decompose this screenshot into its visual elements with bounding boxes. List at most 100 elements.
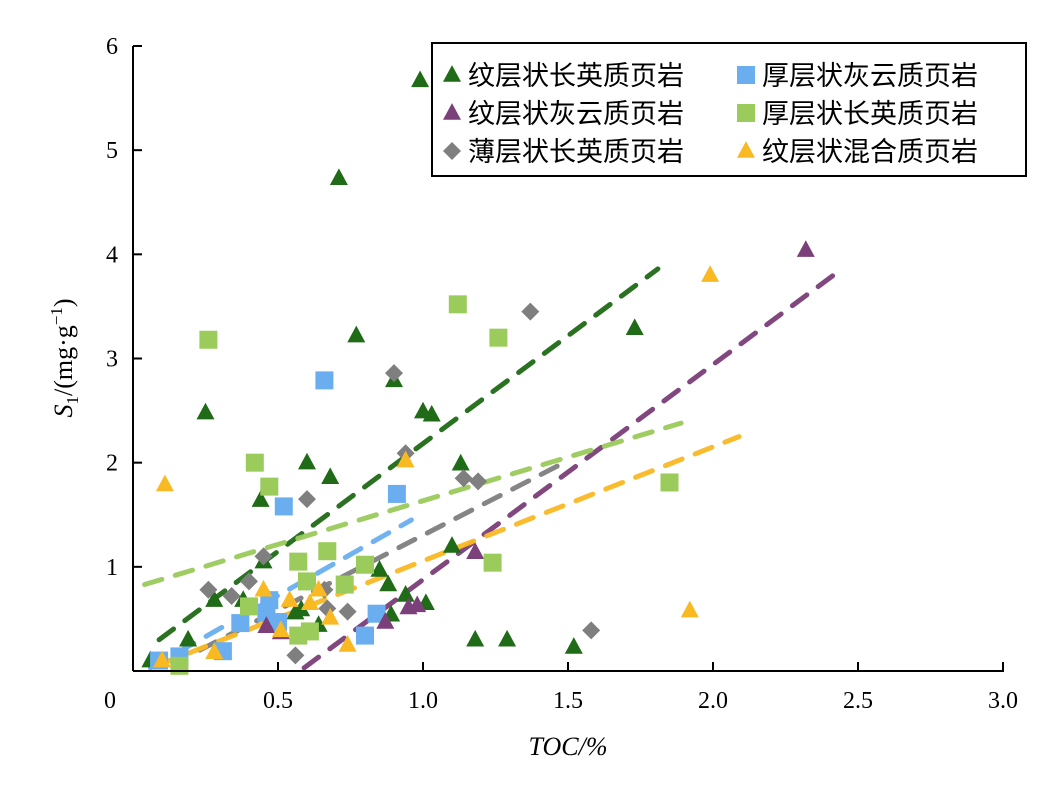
data-point-5 (338, 635, 357, 652)
data-point-4 (286, 646, 305, 665)
legend-label-2: 纹层状灰云质页岩 (468, 99, 684, 129)
data-point-0 (196, 402, 215, 420)
trend-line-3 (142, 420, 684, 588)
data-point-4 (385, 364, 403, 383)
data-point-3 (199, 330, 218, 349)
data-points (141, 70, 815, 675)
data-point-2 (796, 240, 815, 257)
x-tick-label: 0 (104, 688, 116, 714)
data-point-0 (466, 629, 485, 647)
data-point-5 (280, 590, 299, 607)
data-point-5 (680, 600, 699, 618)
data-point-5 (254, 579, 273, 597)
data-point-4 (454, 469, 473, 488)
y-axis-label: S1/(mg·g−1) (47, 298, 82, 417)
data-point-0 (347, 325, 366, 343)
data-point-4 (338, 602, 357, 621)
data-point-0 (422, 404, 441, 422)
legend-marker-2 (443, 103, 461, 120)
data-point-2 (376, 612, 395, 629)
data-point-5 (155, 474, 174, 492)
y-tick-label: 6 (106, 34, 118, 60)
data-point-3 (335, 575, 354, 594)
legend-marker-4 (443, 142, 461, 160)
legend-label-0: 纹层状长英质页岩 (468, 61, 684, 91)
data-point-5 (309, 579, 328, 597)
data-point-3 (170, 656, 189, 675)
data-point-4 (582, 621, 601, 640)
trend-line-5 (156, 434, 742, 668)
legend-label-1: 厚层状灰云质页岩 (762, 61, 978, 91)
x-axis-label: TOC/% (529, 732, 608, 761)
data-point-1 (367, 604, 386, 623)
data-point-3 (483, 553, 502, 572)
x-tick-label: 2.5 (843, 688, 873, 714)
data-point-1 (315, 371, 334, 390)
data-point-4 (240, 572, 258, 591)
data-point-5 (271, 620, 290, 638)
data-point-5 (396, 450, 415, 468)
data-point-0 (251, 490, 270, 507)
data-point-0 (451, 453, 470, 471)
legend-label-5: 纹层状混合质页岩 (762, 137, 978, 167)
y-tick-label: 2 (106, 451, 118, 477)
data-point-0 (379, 574, 398, 592)
data-point-0 (411, 70, 430, 88)
data-point-3 (289, 552, 308, 571)
legend-label-3: 厚层状长英质页岩 (762, 99, 978, 129)
trend-line-0 (156, 266, 661, 643)
y-tick-label: 4 (106, 242, 118, 268)
data-point-0 (321, 467, 340, 484)
data-point-0 (205, 590, 224, 607)
data-point-3 (300, 622, 319, 641)
data-point-0 (498, 629, 517, 647)
trend-line-2 (301, 269, 841, 671)
y-tick-label: 5 (106, 138, 118, 164)
data-point-1 (387, 484, 406, 503)
legend-label-4: 薄层状长英质页岩 (468, 137, 684, 167)
data-point-4 (298, 490, 316, 509)
data-point-5 (300, 593, 319, 611)
data-point-2 (466, 542, 485, 559)
legend-marker-1 (737, 66, 755, 84)
data-point-0 (564, 637, 583, 654)
data-point-0 (298, 452, 316, 470)
legend-box (431, 42, 1027, 177)
data-point-1 (356, 626, 374, 645)
data-point-3 (240, 597, 258, 616)
x-tick-label: 0.5 (263, 688, 293, 714)
data-point-3 (660, 473, 679, 492)
data-point-0 (625, 318, 644, 336)
y-tick-label: 1 (106, 555, 118, 581)
data-point-4 (199, 580, 218, 599)
data-point-3 (356, 555, 374, 574)
data-point-0 (370, 560, 389, 577)
data-point-4 (521, 302, 540, 321)
x-tick-label: 1.0 (408, 688, 438, 714)
data-point-1 (231, 614, 250, 633)
data-point-5 (321, 607, 340, 625)
axis-ticks: 0 0.5 1.0 1.5 2.0 2.5 3.0 1 2 3 4 5 6 (104, 34, 1018, 714)
legend-marker-0 (443, 65, 461, 82)
data-point-3 (489, 328, 508, 347)
data-point-3 (245, 453, 264, 472)
y-tick-label: 3 (106, 347, 118, 373)
data-point-1 (274, 497, 293, 516)
data-point-3 (298, 572, 316, 591)
data-point-3 (448, 295, 467, 314)
data-point-0 (443, 536, 461, 553)
data-point-0 (179, 629, 198, 647)
data-point-4 (222, 587, 241, 605)
data-point-3 (318, 542, 337, 561)
legend-marker-5 (737, 141, 755, 158)
data-point-5 (205, 642, 224, 659)
data-point-0 (396, 585, 415, 602)
x-tick-label: 3.0 (988, 688, 1018, 714)
x-tick-label: 1.5 (553, 688, 583, 714)
data-point-5 (153, 650, 171, 668)
data-point-2 (257, 616, 276, 633)
data-point-4 (254, 547, 273, 566)
data-point-5 (701, 265, 720, 282)
x-tick-label: 2.0 (698, 688, 728, 714)
